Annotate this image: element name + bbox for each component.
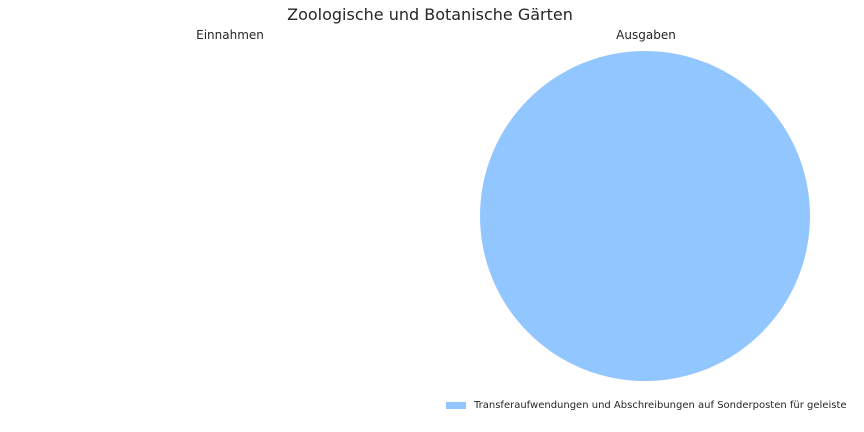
legend: Transferaufwendungen und Abschreibungen … [446, 400, 847, 411]
legend-label: Transferaufwendungen und Abschreibungen … [474, 400, 847, 411]
pie-title-einnahmen: Einnahmen [196, 28, 264, 42]
pie-ausgaben [480, 51, 810, 381]
legend-swatch [446, 402, 466, 409]
pie-title-ausgaben: Ausgaben [616, 28, 676, 42]
pie-slice-0 [480, 51, 810, 381]
figure-title: Zoologische und Botanische Gärten [287, 5, 573, 24]
